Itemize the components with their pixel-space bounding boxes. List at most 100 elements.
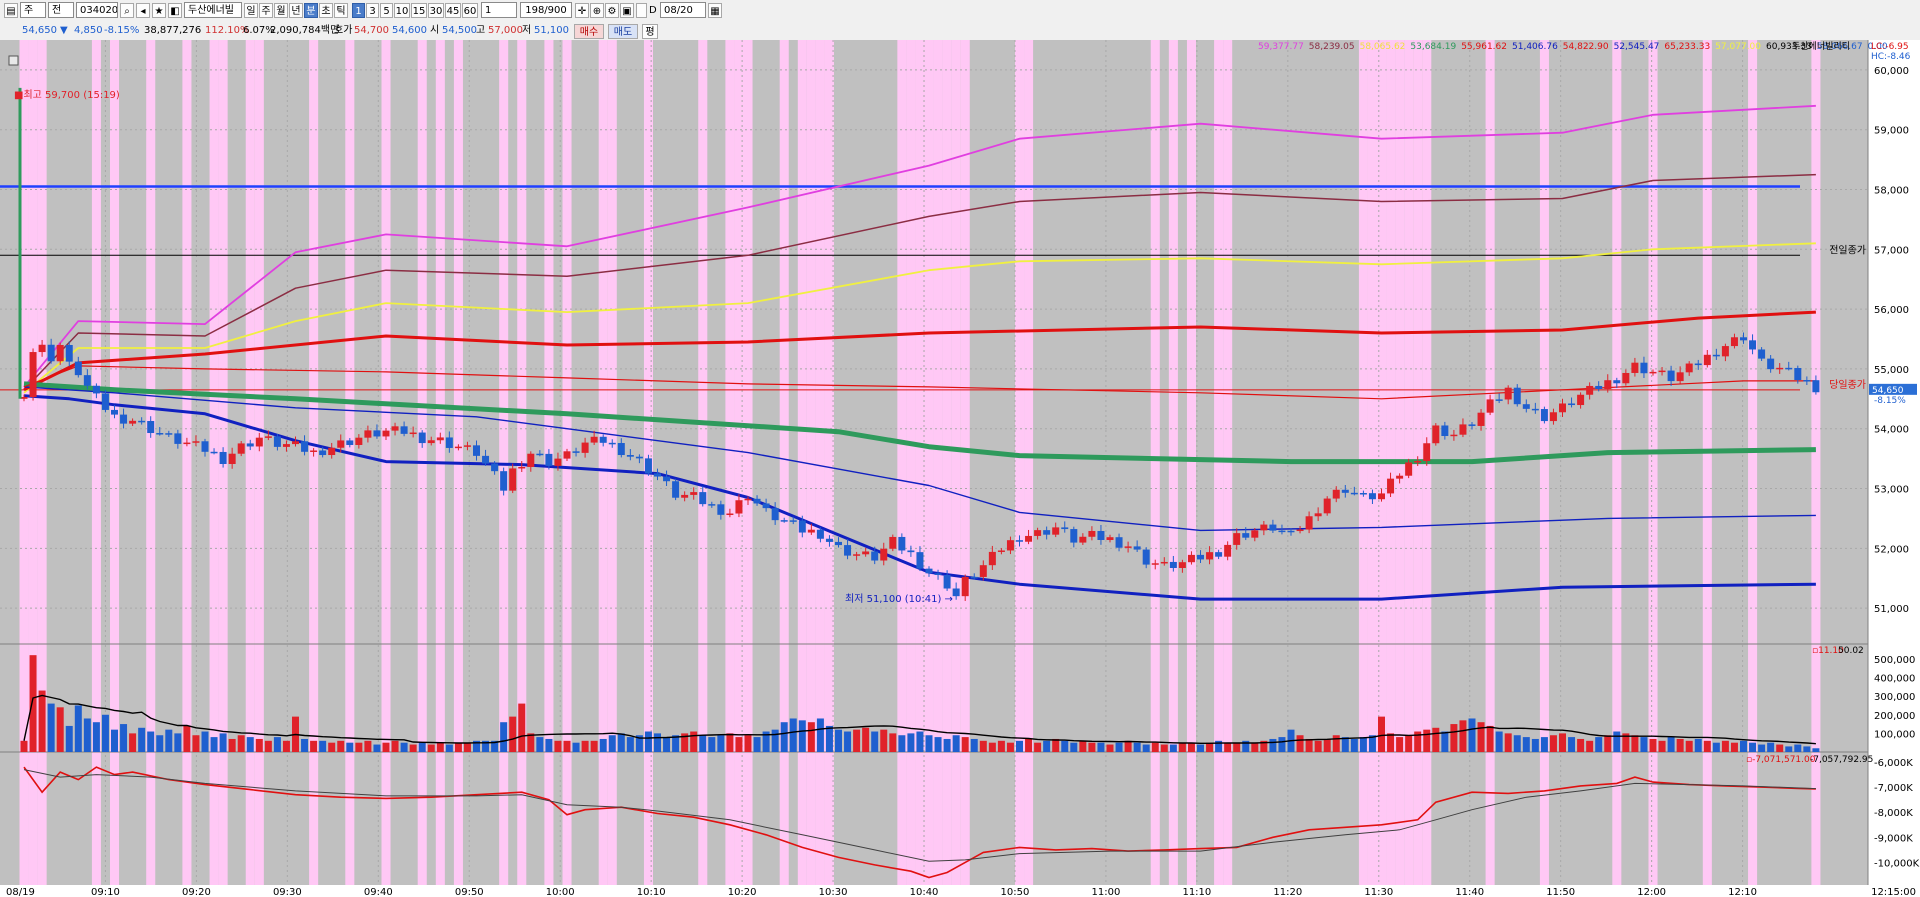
zoom-icon[interactable]: ⊕ [590, 3, 604, 18]
minute-15[interactable]: 15 [411, 3, 427, 18]
period-select[interactable]: 주 [20, 2, 46, 18]
period-day[interactable]: 일 [244, 3, 258, 18]
candle-body [74, 361, 82, 376]
candle-body [1740, 337, 1747, 341]
volume-bar [1504, 733, 1512, 752]
candle-body [1622, 372, 1630, 384]
candle-body [129, 420, 137, 424]
obv-axis-label: -8,000K [1874, 808, 1913, 819]
volume-bar [1224, 742, 1232, 752]
candle-body [156, 433, 164, 435]
minute-45[interactable]: 45 [445, 3, 461, 18]
volume-bar [237, 735, 245, 752]
settings-icon[interactable]: ⚙ [605, 3, 619, 18]
calendar-icon[interactable]: ▦ [708, 3, 722, 18]
candle-body [273, 436, 281, 447]
minute-10[interactable]: 10 [394, 3, 410, 18]
volume-bar [246, 737, 254, 752]
candle-body [717, 504, 725, 515]
candle-body [1043, 530, 1051, 535]
candle-body [20, 397, 28, 399]
volume-bar [1106, 744, 1114, 752]
candle-body [1486, 399, 1494, 413]
news-icon[interactable]: ◧ [168, 3, 182, 18]
candle-body [1522, 404, 1530, 409]
volume-bar [581, 740, 589, 752]
volume-bar [1613, 731, 1621, 752]
candle-body [138, 420, 146, 423]
stock-code-input[interactable]: 034020 [76, 2, 118, 18]
highlight-band [806, 40, 816, 885]
volume-bar [1667, 737, 1675, 752]
candle-body [1278, 530, 1286, 533]
menu-icon[interactable]: ▤ [4, 3, 18, 18]
volume-bar [1559, 733, 1566, 752]
period-minute[interactable]: 분 [304, 3, 318, 18]
candle-body [1378, 493, 1385, 500]
chart-menu-icon[interactable] [8, 55, 19, 66]
volume-bar [192, 735, 200, 752]
period-week[interactable]: 주 [259, 3, 273, 18]
volume-bar [165, 729, 173, 752]
candle-body [1251, 530, 1259, 538]
period-tick[interactable]: 틱 [334, 3, 348, 18]
volume-bar [1749, 742, 1757, 752]
search-icon[interactable]: ⌕ [120, 3, 134, 18]
candle-body [1703, 354, 1711, 366]
volume-bar [147, 731, 155, 752]
sell-button[interactable]: 매도 [608, 24, 638, 39]
market-select[interactable]: 전 [48, 2, 74, 18]
indicator-symbol: 두산에너빌리티 [1792, 41, 1850, 52]
volume-bar [780, 722, 788, 752]
period-month[interactable]: 월 [274, 3, 288, 18]
candle-body [319, 450, 327, 456]
volume-bar [1703, 740, 1711, 752]
flat-button[interactable]: 평 [642, 24, 658, 39]
price-axis-label: 51,000 [1874, 604, 1909, 615]
candle-body [1305, 516, 1313, 530]
hc-label: HC:-8.46 [1871, 52, 1911, 62]
volume-bar [771, 729, 779, 752]
volume-bar [835, 729, 842, 752]
favorite-icon[interactable]: ★ [152, 3, 166, 18]
minute-5[interactable]: 5 [380, 3, 393, 18]
indicator-legend-value: 57,077.00 [1715, 42, 1761, 52]
candle-body [726, 513, 734, 516]
candle-body [1387, 478, 1395, 494]
highlight-band [779, 40, 789, 885]
annotations: ■최고 59,700 (15:19) 최저 51,100 (10:41) → 59,… [14, 41, 1911, 765]
minute-30[interactable]: 30 [428, 3, 444, 18]
period-year[interactable]: 년 [289, 3, 303, 18]
candle-body [1169, 561, 1177, 568]
minute-60[interactable]: 60 [462, 3, 478, 18]
speaker-icon[interactable]: ◂ [136, 3, 150, 18]
date-checkbox[interactable] [636, 3, 647, 18]
unit-input[interactable]: 1 [481, 2, 517, 18]
axis-labels: 51,000 52,000 53,000 54,000 55,000 56,000 57,0… [6, 66, 1920, 897]
minute-1[interactable]: 1 [352, 3, 365, 18]
volume-bar [319, 740, 327, 752]
date-input[interactable]: 08/20 [660, 2, 706, 18]
volume-bar [1169, 744, 1177, 752]
candle-body [545, 453, 553, 466]
chart-toolbar: ▤ 주 전 034020 ⌕ ◂ ★ ◧ 두산에너빌 일 주 월 년 분 초 틱… [0, 0, 1920, 23]
highlight-band [598, 40, 608, 885]
candle-body [825, 538, 833, 542]
count-input[interactable]: 198/900 [520, 2, 572, 18]
candle-body [1224, 544, 1232, 557]
ma-line [23, 173, 1816, 391]
candle-body [373, 430, 381, 437]
volume-bar [753, 737, 761, 752]
candle-body [1676, 372, 1684, 382]
save-icon[interactable]: ▣ [620, 3, 634, 18]
crosshair-icon[interactable]: ✛ [575, 3, 589, 18]
minute-3[interactable]: 3 [366, 3, 379, 18]
volume-bar [1368, 735, 1376, 752]
volume-bar [436, 742, 444, 752]
candle-body [925, 568, 933, 574]
candle-body [445, 437, 453, 448]
buy-button[interactable]: 매수 [574, 24, 604, 39]
candle-body [1667, 370, 1675, 382]
period-second[interactable]: 초 [319, 3, 333, 18]
